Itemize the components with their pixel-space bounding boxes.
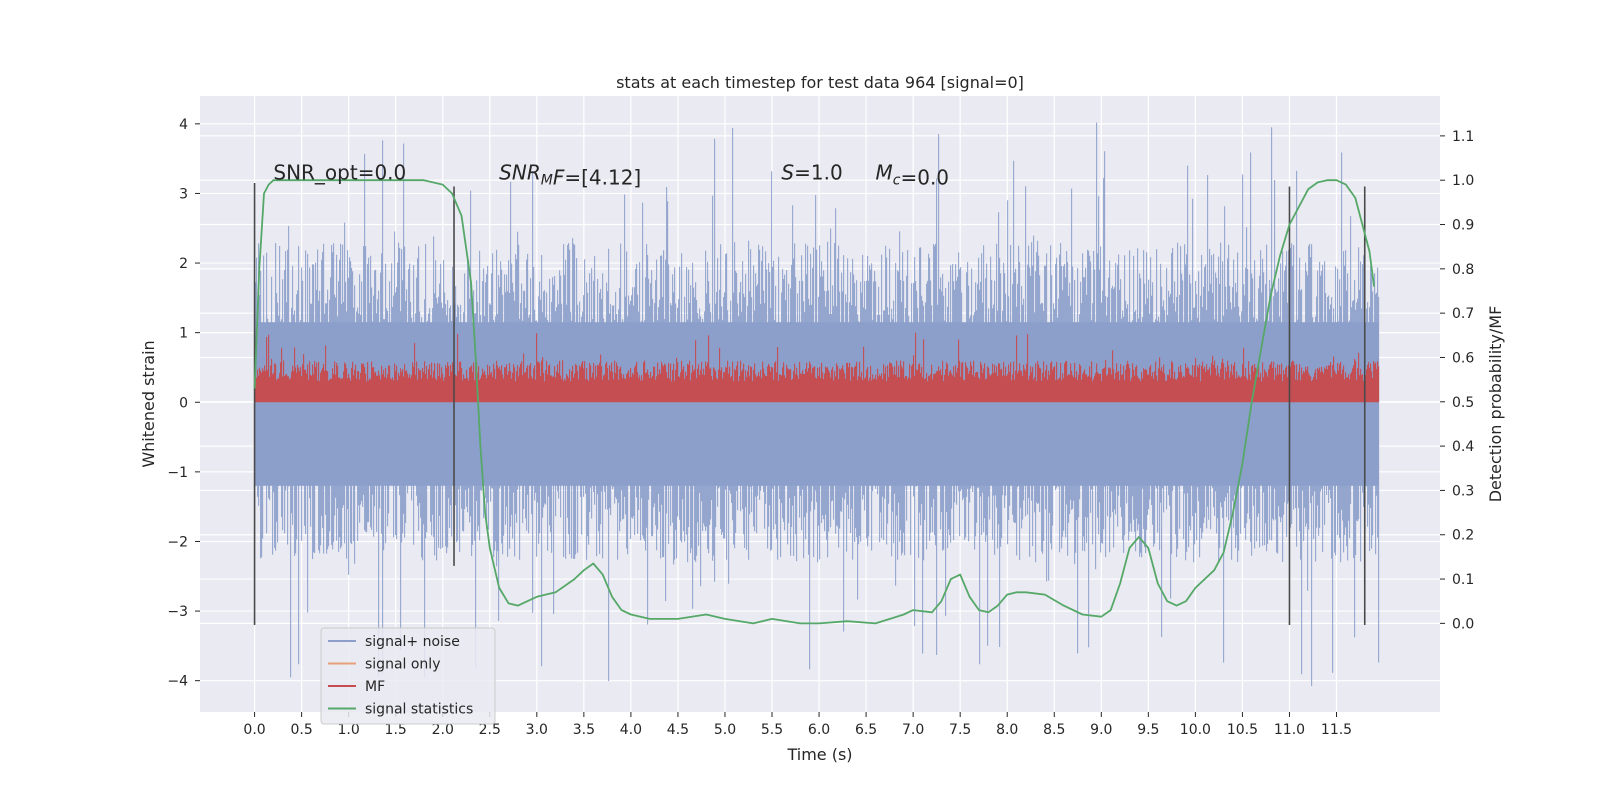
y-tick-label-right: 0.7 <box>1452 306 1474 322</box>
y-tick-label-left: 3 <box>179 186 188 202</box>
legend-label: MF <box>365 679 385 695</box>
y-tick-label-right: 0.9 <box>1452 218 1474 234</box>
annotation-text: SNR_opt=0.0 <box>273 161 406 185</box>
y-tick-label-left: −3 <box>167 604 188 620</box>
x-tick-label: 0.0 <box>243 722 265 738</box>
x-tick-label: 3.0 <box>526 722 548 738</box>
x-tick-label: 7.5 <box>949 722 971 738</box>
x-tick-label: 1.0 <box>338 722 360 738</box>
x-tick-label: 1.5 <box>385 722 407 738</box>
chart-title: stats at each timestep for test data 964… <box>616 73 1024 92</box>
x-tick-label: 4.5 <box>667 722 689 738</box>
y-tick-label-right: 0.0 <box>1452 616 1474 632</box>
x-tick-label: 5.0 <box>714 722 736 738</box>
annotation-text: SNRMF=[4.12] <box>499 161 641 190</box>
y-axis-label-left: Whitened strain <box>139 340 158 467</box>
x-tick-label: 0.5 <box>290 722 312 738</box>
signal-statistics-series <box>253 179 1375 625</box>
x-tick-label: 2.0 <box>432 722 454 738</box>
annotation-text: S=1.0 <box>781 161 842 185</box>
x-axis-label: Time (s) <box>786 745 852 764</box>
ticks: 0.0 0.5 1.0 1.5 2.0 2.5 3.0 3.5 4.0 4.5 5.0 5.5 6.0 6… <box>167 117 1474 738</box>
x-tick-label: 2.5 <box>479 722 501 738</box>
signal-noise-series <box>254 122 1380 687</box>
x-tick-label: 4.0 <box>620 722 642 738</box>
y-tick-label-right: 0.1 <box>1452 572 1474 588</box>
y-tick-label-right: 0.6 <box>1452 350 1474 366</box>
signal-statistics-line <box>253 179 1375 625</box>
legend-label: signal only <box>365 657 440 673</box>
x-tick-label: 11.5 <box>1321 722 1352 738</box>
y-tick-label-right: 1.0 <box>1452 173 1474 189</box>
y-tick-label-left: 1 <box>179 326 188 342</box>
x-tick-label: 11.0 <box>1274 722 1305 738</box>
legend: signal+ noise signal only MF signal statist… <box>320 627 496 725</box>
x-tick-label: 3.5 <box>573 722 595 738</box>
x-tick-label: 9.0 <box>1090 722 1112 738</box>
y-tick-label-right: 0.8 <box>1452 262 1474 278</box>
y-tick-label-left: −4 <box>167 674 188 690</box>
y-tick-label-right: 0.4 <box>1452 439 1474 455</box>
annotation-text: Mc=0.0 <box>876 161 950 190</box>
x-tick-label: 6.0 <box>808 722 830 738</box>
y-tick-label-right: 0.3 <box>1452 483 1474 499</box>
y-axis-label-right: Detection probability/MF <box>1486 306 1505 503</box>
x-tick-label: 10.5 <box>1227 722 1258 738</box>
annotations: SNR_opt=0.0 SNRMF=[4.12] S=1.0 Mc=0.0 <box>273 161 949 190</box>
legend-box <box>320 627 496 725</box>
vertical-lines <box>253 183 1366 625</box>
x-tick-label: 10.0 <box>1180 722 1211 738</box>
y-tick-label-right: 1.1 <box>1452 129 1474 145</box>
y-tick-label-left: 4 <box>179 117 188 133</box>
x-tick-label: 8.5 <box>1043 722 1065 738</box>
x-tick-label: 5.5 <box>761 722 783 738</box>
legend-label: signal statistics <box>365 702 473 718</box>
signal-noise-core <box>254 322 1379 486</box>
x-tick-label: 7.0 <box>902 722 924 738</box>
y-tick-label-right: 0.2 <box>1452 528 1474 544</box>
x-tick-label: 6.5 <box>855 722 877 738</box>
x-tick-label: 8.0 <box>996 722 1018 738</box>
y-tick-label-left: 2 <box>179 256 188 272</box>
y-tick-label-left: 0 <box>179 395 188 411</box>
y-tick-label-left: −2 <box>167 534 188 550</box>
y-tick-label-right: 0.5 <box>1452 395 1474 411</box>
x-tick-label: 9.5 <box>1137 722 1159 738</box>
legend-label: signal+ noise <box>365 634 460 650</box>
y-tick-label-left: −1 <box>167 465 188 481</box>
